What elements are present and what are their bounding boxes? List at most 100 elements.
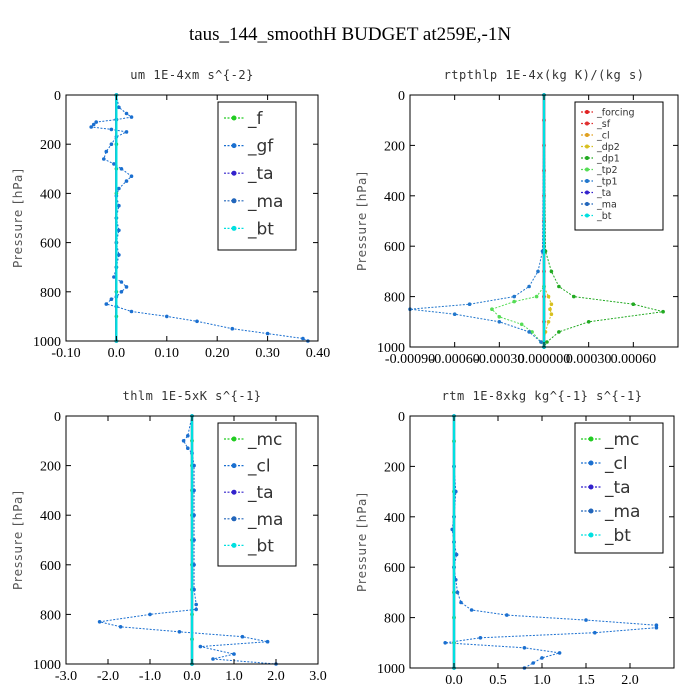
legend-entrymc: _mc: [581, 430, 639, 450]
legend: _mc _cl _ta _ma _bt: [574, 422, 664, 554]
x-tick-label: 0.00060: [611, 352, 657, 367]
y-tick-label: 800: [384, 291, 405, 306]
data-point: [557, 284, 561, 289]
data-point: [129, 115, 134, 119]
panel-title: rtpthlp 1E-4x(kg K)/(kg s): [444, 68, 645, 82]
data-point: [119, 290, 124, 294]
legend-marker: [585, 121, 589, 126]
plot-frame: [65, 94, 319, 342]
x-tick-label: 0.00030: [566, 352, 612, 367]
data-point: [195, 319, 199, 324]
data-point: [301, 336, 305, 341]
data-point: [97, 620, 102, 624]
data-point: [497, 320, 502, 324]
legend-marker: [588, 436, 594, 442]
y-tick-label: 400: [40, 509, 61, 524]
data-point: [586, 320, 591, 324]
legend-entryta: _ta: [581, 188, 611, 199]
legend-label: _ma: [604, 502, 640, 522]
y-tick-label: 600: [40, 237, 61, 252]
x-tick-label: -1.0: [139, 669, 161, 684]
legend-label: _dp1: [596, 154, 620, 165]
data-point: [192, 463, 196, 468]
legend-box: [217, 101, 297, 251]
data-point: [527, 284, 531, 289]
y-tick-label: 1000: [377, 341, 405, 356]
legend-marker: [585, 213, 589, 218]
data-point: [230, 326, 235, 331]
data-point: [519, 322, 524, 327]
data-point: [104, 302, 109, 306]
legend-entrytp1: _tp1: [581, 177, 618, 188]
legend-entrymc: _mc: [224, 430, 282, 450]
panels: um 1E-4xm s^{-2} Pressure [hPa] 0 200 400 600…: [11, 68, 679, 688]
y-tick-label: 0: [54, 410, 61, 425]
legend-marker: [231, 115, 237, 121]
x-tick-label: 0.10: [155, 346, 180, 361]
x-tick-label: 1.0: [533, 673, 551, 688]
data-point: [165, 314, 169, 319]
legend-entrybt: _bt: [224, 536, 274, 556]
legend-label: _mc: [604, 430, 639, 450]
y-tick-label: 800: [384, 612, 405, 627]
data-point: [505, 613, 509, 617]
legend-marker: [585, 202, 589, 206]
legend-entrycl: _cl: [581, 131, 610, 142]
data-point: [584, 618, 588, 622]
data-point: [265, 331, 270, 336]
legend-label: _bt: [247, 536, 274, 556]
legend-box: [574, 101, 664, 231]
legend-marker: [231, 198, 237, 204]
data-point: [124, 179, 129, 183]
data-point: [527, 330, 531, 334]
data-point: [265, 639, 270, 644]
y-tick-label: 600: [384, 240, 405, 255]
legend-label: _sf: [596, 119, 611, 130]
legend-marker: [588, 460, 594, 466]
legend-label: _bt: [247, 219, 274, 239]
legend-label: _cl: [247, 457, 271, 477]
data-point: [549, 312, 554, 317]
x-tick-label: 0.40: [306, 346, 331, 361]
x-tick-label: -0.10: [51, 346, 80, 361]
legend-entrytp2: _tp2: [581, 165, 618, 176]
y-tick-label: 0: [54, 89, 61, 104]
legend-marker: [588, 484, 594, 490]
y-tick-label: 800: [40, 286, 61, 301]
y-tick-label: 800: [40, 608, 61, 623]
data-point: [192, 513, 196, 517]
data-point: [540, 656, 544, 660]
legend-entryma: _ma: [581, 200, 617, 211]
x-tick-label: 2.0: [621, 673, 639, 688]
data-point: [452, 312, 457, 317]
legend-label: _cl: [596, 131, 610, 142]
data-point: [522, 646, 527, 650]
data-point: [186, 446, 190, 451]
legend-label: _tp1: [596, 177, 618, 188]
legend-marker: [231, 463, 237, 469]
x-tick-label: -2.0: [97, 669, 119, 684]
data-point: [192, 587, 196, 592]
data-point: [124, 285, 129, 289]
data-point: [459, 600, 463, 605]
data-point: [530, 330, 534, 334]
legend-label: _ma: [247, 510, 283, 530]
y-tick-label: 400: [40, 187, 61, 202]
legend-marker: [588, 532, 594, 538]
legend-entryma: _ma: [224, 510, 283, 530]
panel-2: rtpthlp 1E-4x(kg K)/(kg s) Pressure [hPa]…: [355, 68, 679, 367]
x-tick-label: -0.00060: [430, 352, 480, 367]
legend-entrysf: _sf: [581, 119, 611, 130]
legend-entryforcing: _forcing: [581, 108, 635, 119]
data-point: [117, 105, 121, 110]
seriesbt: [190, 414, 194, 666]
legend-marker: [585, 190, 589, 195]
data-point: [443, 641, 448, 645]
data-point: [539, 340, 543, 344]
legend-marker: [588, 508, 594, 514]
data-point: [455, 590, 460, 595]
data-point: [94, 120, 98, 124]
data-point: [467, 302, 472, 307]
data-point: [177, 630, 182, 634]
